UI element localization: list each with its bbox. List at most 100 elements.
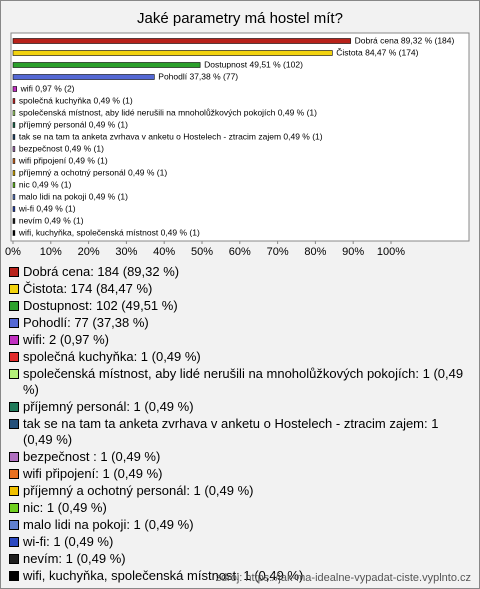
x-tick-label: 0% [5, 246, 21, 258]
legend-label: Pohodlí: 77 (37,38 %) [23, 315, 149, 330]
bar [12, 230, 16, 236]
x-tick-label: 90% [342, 246, 364, 258]
bar [12, 38, 351, 44]
legend-swatch [9, 503, 19, 513]
legend: Dobrá cena: 184 (89,32 %) Čistota: 174 (8… [9, 264, 471, 585]
bar [12, 170, 16, 176]
legend-label: Dobrá cena: 184 (89,32 %) [23, 264, 180, 279]
legend-swatch [9, 369, 19, 379]
data-label: wi-fi 0,49 % (1) [18, 203, 76, 213]
legend-label: nic: 1 (0,49 %) [23, 500, 107, 515]
legend-swatch [9, 571, 19, 581]
legend-item: Čistota: 174 (84,47 %) [9, 281, 471, 297]
legend-item: společná kuchyňka: 1 (0,49 %) [9, 349, 471, 365]
legend-item: bezpečnost : 1 (0,49 %) [9, 449, 471, 465]
legend-label: nevím: 1 (0,49 %) [23, 551, 126, 566]
legend-item: nevím: 1 (0,49 %) [9, 551, 471, 567]
data-label: tak se na tam ta anketa zvrhava v anketu… [19, 131, 323, 141]
legend-swatch [9, 352, 19, 362]
x-tick-label: 80% [304, 246, 326, 258]
legend-label: příjemný personál: 1 (0,49 %) [23, 399, 194, 414]
bar [12, 134, 16, 140]
source: zdroj: https://jak-ma-idealne-vypadat-ci… [215, 572, 471, 584]
data-label: příjemný personál 0,49 % (1) [19, 119, 128, 129]
legend-item: příjemný a ochotný personál: 1 (0,49 %) [9, 483, 471, 499]
data-label: wifi, kuchyňka, společenská místnost 0,4… [18, 227, 200, 237]
legend-label: tak se na tam ta anketa zvrhava v anketu… [23, 416, 439, 447]
legend-swatch [9, 419, 19, 429]
data-label: bezpečnost 0,49 % (1) [19, 143, 104, 153]
legend-item: Dobrá cena: 184 (89,32 %) [9, 264, 471, 280]
data-label: příjemný a ochotný personál 0,49 % (1) [19, 167, 168, 177]
legend-swatch [9, 520, 19, 530]
legend-swatch [9, 402, 19, 412]
bar [12, 158, 16, 164]
data-label: Čistota 84,47 % (174) [336, 47, 418, 57]
x-tick-label: 10% [40, 246, 62, 258]
data-label: Dostupnost 49,51 % (102) [204, 59, 303, 69]
legend-label: Čistota: 174 (84,47 %) [23, 281, 153, 296]
data-label: wifi připojení 0,49 % (1) [18, 155, 108, 165]
x-tick-label: 70% [267, 246, 289, 258]
legend-swatch [9, 335, 19, 345]
legend-label: wifi: 2 (0,97 %) [23, 332, 109, 347]
bar [12, 50, 333, 56]
data-label: wifi 0,97 % (2) [20, 83, 75, 93]
legend-swatch [9, 318, 19, 328]
legend-item: Dostupnost: 102 (49,51 %) [9, 298, 471, 314]
legend-item: wifi: 2 (0,97 %) [9, 332, 471, 348]
legend-swatch [9, 469, 19, 479]
legend-label: bezpečnost : 1 (0,49 %) [23, 449, 161, 464]
legend-item: wifi, kuchyňka, společenská místnost: 1 … [9, 568, 471, 584]
x-tick-label: 40% [153, 246, 175, 258]
legend-label: malo lidi na pokoji: 1 (0,49 %) [23, 517, 194, 532]
legend-label: wifi, kuchyňka, společenská místnost: 1 … [23, 568, 304, 583]
x-tick-label: 30% [115, 246, 137, 258]
bar [12, 146, 16, 152]
legend-label: příjemný a ochotný personál: 1 (0,49 %) [23, 483, 254, 498]
data-label: malo lidi na pokoji 0,49 % (1) [19, 191, 128, 201]
bar [12, 86, 17, 92]
legend-swatch [9, 486, 19, 496]
legend-label: společenská místnost, aby lidé nerušili … [23, 366, 464, 397]
legend-item: nic: 1 (0,49 %) [9, 500, 471, 516]
x-tick-label: 20% [78, 246, 100, 258]
legend-swatch [9, 267, 19, 277]
legend-swatch [9, 554, 19, 564]
legend-swatch [9, 301, 19, 311]
bar [12, 194, 16, 200]
plot: Jaké parametry má hostel mít? 0% 10% 20% 30… [5, 10, 470, 258]
legend-label: Dostupnost: 102 (49,51 %) [23, 298, 178, 313]
legend-item: společenská místnost, aby lidé nerušili … [9, 366, 471, 398]
legend-item: wi-fi: 1 (0,49 %) [9, 534, 471, 550]
legend-swatch [9, 537, 19, 547]
legend-label: společná kuchyňka: 1 (0,49 %) [23, 349, 201, 364]
data-label: Pohodlí 37,38 % (77) [158, 71, 238, 81]
bar [12, 218, 16, 224]
legend-item: Pohodlí: 77 (37,38 %) [9, 315, 471, 331]
data-label: společenská místnost, aby lidé nerušili … [19, 107, 317, 117]
bar [12, 206, 16, 212]
data-label: společná kuchyňka 0,49 % (1) [19, 95, 133, 105]
legend-item: tak se na tam ta anketa zvrhava v anketu… [9, 416, 471, 448]
bar [12, 74, 155, 80]
x-tick-label: 50% [191, 246, 213, 258]
data-label: nic 0,49 % (1) [19, 179, 72, 189]
legend-item: příjemný personál: 1 (0,49 %) [9, 399, 471, 415]
bar [12, 110, 16, 116]
bar [12, 98, 16, 104]
data-label: nevím 0,49 % (1) [19, 215, 84, 225]
legend-swatch [9, 452, 19, 462]
legend-item: malo lidi na pokoji: 1 (0,49 %) [9, 517, 471, 533]
x-tick-label: 100% [377, 246, 405, 258]
bar [12, 122, 16, 128]
bar [12, 62, 201, 68]
legend-label: wi-fi: 1 (0,49 %) [23, 534, 114, 549]
chart-title: Jaké parametry má hostel mít? [137, 10, 343, 27]
x-tick-label: 60% [229, 246, 251, 258]
bar [12, 182, 16, 188]
legend-swatch [9, 284, 19, 294]
legend-item: wifi připojení: 1 (0,49 %) [9, 466, 471, 482]
data-label: Dobrá cena 89,32 % (184) [355, 35, 455, 45]
